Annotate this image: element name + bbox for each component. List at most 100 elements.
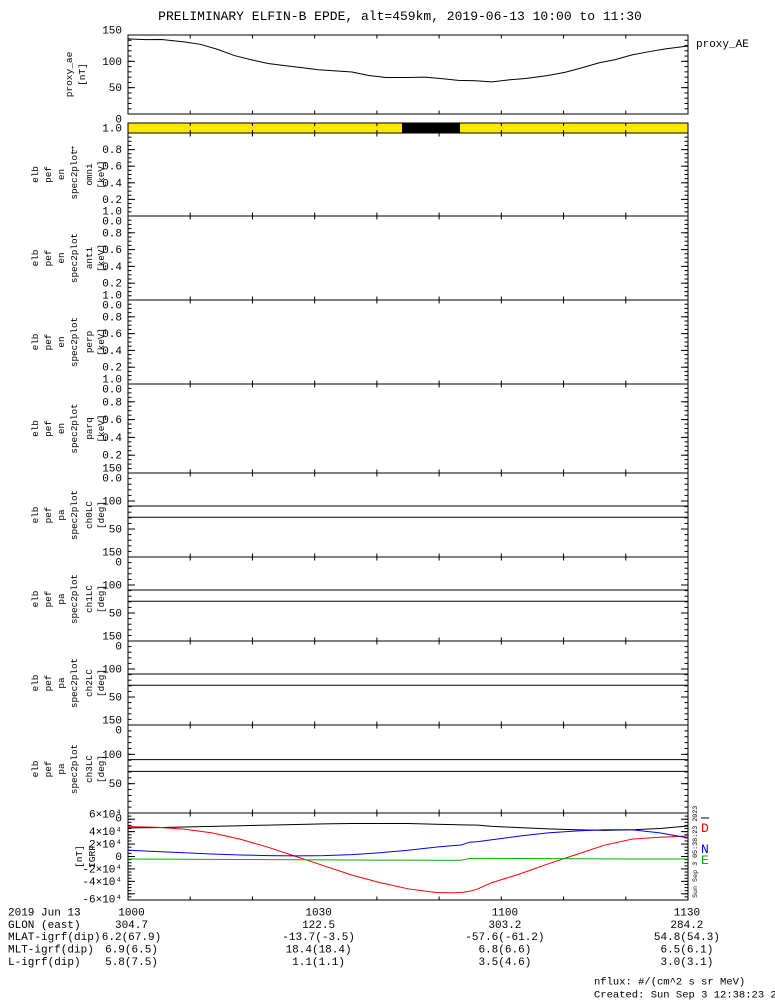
svg-text:elb: elb bbox=[30, 675, 41, 692]
svg-text:PRELIMINARY ELFIN-B EPDE, alt=: PRELIMINARY ELFIN-B EPDE, alt=459km, 201… bbox=[158, 9, 642, 24]
svg-text:6×10⁴: 6×10⁴ bbox=[89, 810, 122, 822]
svg-text:anti: anti bbox=[84, 246, 95, 269]
svg-text:[keV]: [keV] bbox=[96, 244, 107, 272]
svg-text:GLON (east): GLON (east) bbox=[8, 920, 81, 932]
svg-text:[deg]: [deg] bbox=[96, 501, 107, 529]
svg-text:54.8(54.3): 54.8(54.3) bbox=[654, 932, 720, 944]
svg-text:spec2plot: spec2plot bbox=[69, 149, 80, 199]
svg-text:4×10⁴: 4×10⁴ bbox=[89, 827, 122, 839]
svg-text:[keV]: [keV] bbox=[96, 328, 107, 356]
svg-text:elb: elb bbox=[30, 250, 41, 267]
svg-text:1130: 1130 bbox=[674, 907, 700, 919]
svg-text:spec2plot: spec2plot bbox=[69, 490, 80, 540]
svg-text:0.8: 0.8 bbox=[102, 397, 122, 409]
svg-text:6.5(6.1): 6.5(6.1) bbox=[660, 945, 713, 957]
svg-text:[nT]: [nT] bbox=[77, 63, 88, 86]
svg-text:Sun Sep 3 05:38:23 2023: Sun Sep 3 05:38:23 2023 bbox=[692, 806, 700, 898]
svg-text:1.0: 1.0 bbox=[102, 207, 122, 219]
svg-text:MLT-igrf(dip): MLT-igrf(dip) bbox=[8, 945, 94, 957]
svg-text:pef: pef bbox=[43, 507, 54, 524]
svg-text:elb: elb bbox=[30, 334, 41, 351]
svg-text:pef: pef bbox=[43, 420, 54, 437]
svg-text:-6×10⁴: -6×10⁴ bbox=[82, 894, 122, 906]
svg-text:en: en bbox=[56, 252, 67, 263]
svg-text:-4×10⁴: -4×10⁴ bbox=[82, 877, 122, 889]
svg-text:L-igrf(dip): L-igrf(dip) bbox=[8, 957, 81, 969]
svg-text:elb: elb bbox=[30, 761, 41, 778]
svg-text:elb: elb bbox=[30, 591, 41, 608]
svg-text:pa: pa bbox=[56, 763, 67, 775]
svg-text:150: 150 bbox=[102, 464, 122, 476]
svg-text:284.2: 284.2 bbox=[670, 920, 703, 932]
svg-text:spec2plot: spec2plot bbox=[69, 403, 80, 453]
svg-text:50: 50 bbox=[109, 525, 122, 537]
svg-text:122.5: 122.5 bbox=[302, 920, 335, 932]
svg-text:parq: parq bbox=[84, 417, 95, 439]
svg-text:spec2plot: spec2plot bbox=[69, 574, 80, 624]
svg-text:pef: pef bbox=[43, 334, 54, 351]
svg-text:en: en bbox=[56, 169, 67, 180]
svg-text:50: 50 bbox=[109, 693, 122, 705]
svg-text:0.8: 0.8 bbox=[102, 312, 122, 324]
svg-text:304.7: 304.7 bbox=[115, 920, 148, 932]
svg-text:E: E bbox=[701, 853, 709, 868]
svg-text:303.2: 303.2 bbox=[488, 920, 521, 932]
svg-text:D: D bbox=[701, 821, 709, 836]
svg-text:pef: pef bbox=[43, 250, 54, 267]
svg-text:spec2plot: spec2plot bbox=[69, 317, 80, 367]
svg-text:6.2(67.9): 6.2(67.9) bbox=[102, 932, 161, 944]
svg-text:ch2LC: ch2LC bbox=[84, 669, 95, 697]
svg-text:1030: 1030 bbox=[305, 907, 331, 919]
svg-text:3.5(4.6): 3.5(4.6) bbox=[478, 957, 531, 969]
svg-text:0.2: 0.2 bbox=[102, 363, 122, 375]
svg-text:spec2plot: spec2plot bbox=[69, 233, 80, 283]
svg-text:0.2: 0.2 bbox=[102, 279, 122, 291]
svg-text:[deg]: [deg] bbox=[96, 755, 107, 783]
svg-text:[keV]: [keV] bbox=[96, 415, 107, 443]
svg-text:Created: Sun Sep 3 12:38:23 2: Created: Sun Sep 3 12:38:23 2023 bbox=[594, 989, 775, 1000]
svg-text:50: 50 bbox=[109, 83, 122, 95]
svg-text:spec2plot: spec2plot bbox=[69, 744, 80, 794]
svg-text:ch1LC: ch1LC bbox=[84, 585, 95, 613]
svg-text:0.2: 0.2 bbox=[102, 451, 122, 463]
svg-text:perp: perp bbox=[84, 331, 95, 353]
svg-text:elb: elb bbox=[30, 420, 41, 437]
svg-text:pef: pef bbox=[43, 166, 54, 183]
svg-text:spec2plot: spec2plot bbox=[69, 658, 80, 708]
svg-text:ch0LC: ch0LC bbox=[84, 501, 95, 529]
svg-text:MLAT-igrf(dip): MLAT-igrf(dip) bbox=[8, 932, 100, 944]
svg-text:1000: 1000 bbox=[118, 907, 144, 919]
svg-text:1.0: 1.0 bbox=[102, 375, 122, 387]
svg-text:pef: pef bbox=[43, 591, 54, 608]
svg-text:omni: omni bbox=[84, 163, 95, 186]
svg-text:ch3LC: ch3LC bbox=[84, 755, 95, 783]
svg-text:150: 150 bbox=[102, 632, 122, 644]
svg-text:100: 100 bbox=[102, 57, 122, 69]
svg-text:50: 50 bbox=[109, 779, 122, 791]
svg-text:[keV]: [keV] bbox=[96, 161, 107, 189]
svg-text:0: 0 bbox=[115, 852, 122, 864]
svg-text:-13.7(-3.5): -13.7(-3.5) bbox=[282, 932, 355, 944]
svg-text:6.8(6.6): 6.8(6.6) bbox=[478, 945, 531, 957]
svg-text:en: en bbox=[56, 423, 67, 434]
svg-text:pef: pef bbox=[43, 675, 54, 692]
svg-text:1100: 1100 bbox=[492, 907, 518, 919]
svg-text:elb: elb bbox=[30, 166, 41, 183]
svg-text:pa: pa bbox=[56, 593, 67, 605]
svg-text:nflux: #/(cm^2 s sr MeV): nflux: #/(cm^2 s sr MeV) bbox=[594, 976, 745, 988]
svg-text:[nT]: [nT] bbox=[74, 845, 85, 868]
svg-text:150: 150 bbox=[102, 716, 122, 728]
svg-text:en: en bbox=[56, 336, 67, 347]
svg-text:pef: pef bbox=[43, 761, 54, 778]
svg-text:proxy_AE: proxy_AE bbox=[696, 39, 749, 51]
svg-text:[deg]: [deg] bbox=[96, 669, 107, 697]
svg-text:1.0: 1.0 bbox=[102, 291, 122, 303]
svg-text:5.8(7.5): 5.8(7.5) bbox=[105, 957, 158, 969]
svg-text:[deg]: [deg] bbox=[96, 585, 107, 613]
svg-text:0.2: 0.2 bbox=[102, 195, 122, 207]
svg-text:-57.6(-61.2): -57.6(-61.2) bbox=[465, 932, 544, 944]
svg-text:0.8: 0.8 bbox=[102, 145, 122, 157]
svg-text:150: 150 bbox=[102, 548, 122, 560]
svg-text:150: 150 bbox=[102, 26, 122, 38]
svg-text:elb: elb bbox=[30, 507, 41, 524]
